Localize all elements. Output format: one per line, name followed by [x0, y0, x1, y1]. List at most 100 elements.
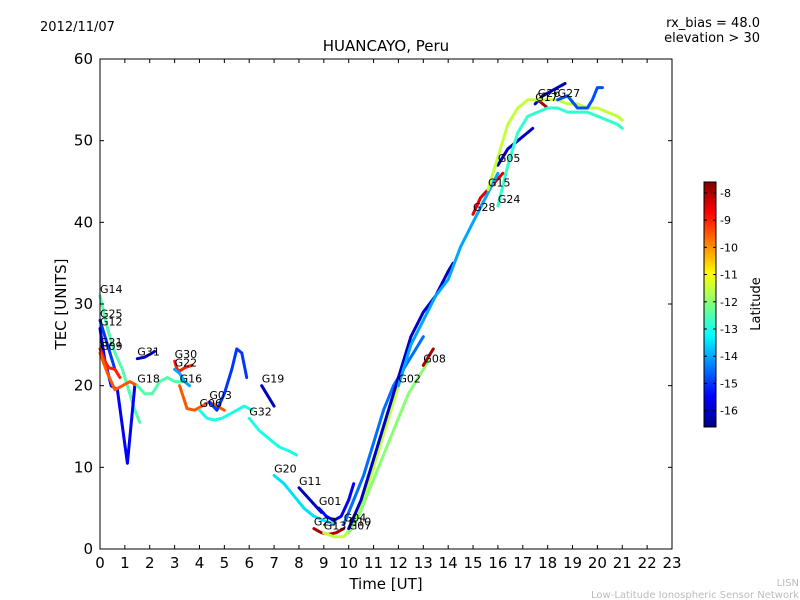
y-tick-label: 60: [74, 50, 93, 68]
x-tick-label: 5: [220, 554, 230, 572]
colorbar-tick-label: -15: [720, 377, 738, 390]
x-tick-label: 10: [339, 554, 358, 572]
colorbar-ticks: -8 -9 -10 -11 -12 -13 -14 -15 -16: [704, 187, 738, 418]
series-label-g05: G05: [498, 152, 521, 165]
axis-ticks: 0 1 2 3 4 5 6 7 8 9 10 11 12 13 14 15 16 17 18 19 20 21 22 2301…: [74, 50, 682, 572]
colorbar-tick-label: -8: [720, 187, 731, 200]
series-label-g03: G03: [209, 389, 232, 402]
series-label-g24: G24: [498, 193, 521, 206]
series-label-g23: G23: [314, 516, 337, 529]
series-line-g04: [342, 335, 425, 526]
x-tick-label: 7: [269, 554, 279, 572]
y-axis-label: TEC [UNITS]: [52, 259, 70, 351]
series-label-g13: G13: [324, 520, 347, 533]
x-tick-label: 17: [513, 554, 532, 572]
y-tick-label: 30: [74, 295, 93, 313]
series-label-g19: G19: [262, 373, 285, 386]
series-layer: [98, 82, 624, 539]
colorbar-bar: [703, 181, 717, 428]
colorbar-tick-label: -11: [720, 269, 738, 282]
y-tick-label: 50: [74, 132, 93, 150]
series-line-g09: [98, 351, 139, 392]
date-label: 2012/11/07: [40, 20, 115, 35]
series-label-g02: G02: [398, 373, 421, 386]
series-line-g16: [178, 384, 226, 412]
series-line-g02: [396, 171, 500, 388]
series-label-g28: G28: [473, 201, 496, 214]
series-line-g27: [556, 86, 604, 110]
x-tick-label: 13: [414, 554, 433, 572]
y-tick-label: 10: [74, 458, 93, 476]
series-line-g32: [247, 416, 298, 457]
x-tick-label: 0: [95, 554, 105, 572]
series-line-g05: [496, 126, 535, 167]
colorbar-tick-label: -13: [720, 323, 738, 336]
footer-network: Low-Latitude Ionospheric Sensor Network: [591, 590, 799, 600]
series-line-g30: [173, 359, 194, 373]
series-line-g03: [207, 347, 249, 412]
series-label-g10: G10: [349, 516, 372, 529]
colorbar-tick-label: -14: [720, 350, 738, 363]
series-line-g19: [260, 384, 276, 408]
y-tick-label: 20: [74, 377, 93, 395]
series-label-g31: G31: [137, 346, 160, 359]
series-label-g12: G12: [100, 316, 123, 329]
series-label-g20: G20: [274, 463, 297, 476]
colorbar-tick-label: -16: [720, 405, 738, 418]
x-tick-label: 11: [364, 554, 383, 572]
x-axis-label: Time [UT]: [348, 575, 422, 593]
series-label-g14: G14: [100, 283, 123, 296]
series-label-g09: G09: [100, 340, 123, 353]
series-line-g25: [98, 318, 117, 371]
series-line-g14: [98, 294, 142, 424]
series-line-g21: [98, 347, 122, 379]
x-tick-label: 21: [613, 554, 632, 572]
series-line-g07: [347, 359, 430, 535]
series-label-g08: G08: [423, 352, 446, 365]
plot-area: 0 1 2 3 4 5 6 7 8 9 10 11 12 13 14 15 16 17 18 19 20 21 22 2301…: [74, 50, 682, 572]
series-label-g17: G17: [535, 91, 558, 104]
series-line-g18: [135, 376, 184, 396]
series-label-g11: G11: [299, 475, 322, 488]
series-label-g01: G01: [319, 495, 342, 508]
x-tick-label: 4: [195, 554, 205, 572]
series-line-g06: [198, 404, 254, 422]
x-tick-label: 6: [244, 554, 254, 572]
series-label-g18: G18: [137, 373, 160, 386]
x-tick-label: 18: [538, 554, 557, 572]
chart-title: HUANCAYO, Peru: [323, 37, 449, 55]
x-tick-label: 8: [294, 554, 304, 572]
colorbar: -8 -9 -10 -11 -12 -13 -14 -15 -16 Latitude: [703, 181, 764, 428]
series-line-g13: [322, 367, 405, 539]
series-label-g04: G04: [344, 512, 367, 525]
series-line-g10: [347, 261, 455, 531]
series-label-g26: G26: [538, 87, 561, 100]
x-tick-label: 19: [563, 554, 582, 572]
x-tick-label: 23: [662, 554, 681, 572]
series-line-g22: [173, 367, 191, 388]
footer-lisn: LISN: [777, 578, 799, 589]
series-label-g21: G21: [100, 336, 123, 349]
rx-bias-label: rx_bias = 48.0: [666, 16, 760, 31]
colorbar-tick-label: -12: [720, 296, 738, 309]
series-label-g22: G22: [175, 356, 198, 369]
series-label-g30: G30: [175, 348, 198, 361]
colorbar-label: Latitude: [749, 277, 764, 331]
series-line-g31: [135, 349, 157, 361]
colorbar-tick-label: -9: [720, 214, 731, 227]
series-line-g24: [496, 106, 624, 208]
series-label-g15: G15: [488, 177, 511, 190]
y-tick-label: 0: [83, 540, 93, 558]
y-tick-label: 40: [74, 213, 93, 231]
series-line-g20: [272, 474, 336, 526]
series-label-g06: G06: [200, 397, 223, 410]
x-tick-label: 15: [463, 554, 482, 572]
elevation-label: elevation > 30: [664, 31, 760, 46]
x-tick-label: 20: [588, 554, 607, 572]
series-label-g32: G32: [249, 405, 272, 418]
x-tick-label: 9: [319, 554, 329, 572]
x-tick-label: 3: [170, 554, 180, 572]
series-label-g16: G16: [180, 373, 203, 386]
